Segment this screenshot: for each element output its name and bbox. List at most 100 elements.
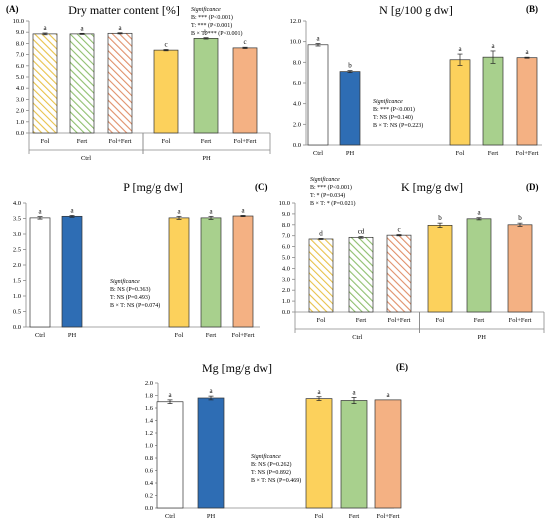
significance-box: Significance B: *** (P<0.001) T: NS (P=0…: [373, 98, 423, 129]
y-tick-label: 0.6: [145, 468, 154, 475]
panel-b: (B) N [g/100 g dw] 0.0 2.0 4.0 6.0 8.0 10.0 12…: [290, 3, 542, 157]
y-tick-label: 8.0: [282, 222, 290, 229]
bar: [348, 236, 374, 313]
significance-title: Significance: [373, 98, 403, 105]
y-tick-label: 5.0: [16, 74, 24, 81]
y-tick-label: 4.0: [16, 85, 24, 92]
significance-letter: b: [204, 29, 208, 37]
y-tick-label: 0.0: [293, 142, 301, 149]
y-tick-label: 1.8: [145, 393, 153, 400]
x-tick-label: Fol: [456, 150, 465, 157]
y-tick-label: 0.8: [145, 455, 153, 462]
y-tick-label: 0.5: [13, 309, 21, 316]
y-tick-label: 1.5: [13, 278, 21, 285]
panel-label: (E): [396, 362, 408, 372]
chart-title: P [mg/g dw]: [123, 180, 183, 194]
chart-title: N [g/100 g dw]: [379, 3, 453, 17]
plot-area: 0.0 0.5 1.0 1.5 2.0 2.5 3.0 3.5 4.0 a Ctrl a PH a Fol a…: [13, 200, 260, 339]
significance-line-b: B: NS (P=0.363): [110, 286, 151, 293]
bar: [386, 234, 412, 313]
x-tick-label: Fol+Fert: [377, 513, 400, 520]
chart-title: K [mg/g dw]: [401, 180, 463, 194]
x-tick-label: Fol+Fert: [234, 138, 257, 145]
significance-line-b: B: *** (P<0.001): [373, 106, 415, 113]
significance-letter: c: [397, 226, 400, 234]
x-tick-label: Fol: [315, 513, 324, 520]
significance-box: Significance B: *** (P<0.001) T: *** (P<…: [191, 6, 243, 37]
significance-letter: a: [43, 24, 47, 32]
y-tick-label: 1.0: [282, 298, 290, 305]
x-tick-label: Fert: [201, 138, 212, 145]
y-tick-label: 0.2: [145, 493, 153, 500]
y-tick-label: 4.0: [293, 101, 301, 108]
significance-title: Significance: [310, 176, 340, 183]
significance-box: Significance B: NS (P=0.363) T: NS (P=0.…: [110, 278, 160, 309]
panel-a: (A) Dry matter content [%] 0.0 1.0 2.0 3.0 4…: [6, 3, 271, 162]
x-tick-label: Fert: [356, 317, 367, 324]
bar: [305, 398, 333, 509]
panel-label: (A): [6, 4, 19, 14]
significance-line-t: T: *** (P<0.001): [191, 22, 232, 29]
y-tick-label: 3.5: [13, 216, 21, 223]
group-label: PH: [202, 155, 211, 162]
significance-line-t: T: NS (P=0.493): [110, 294, 150, 301]
significance-title: Significance: [191, 6, 221, 13]
y-tick-label: 3.0: [16, 96, 24, 103]
y-tick-label: 9.0: [282, 211, 290, 218]
significance-title: Significance: [110, 278, 140, 285]
bar: [482, 56, 504, 146]
significance-line-t: T: NS (P=0.892): [251, 469, 291, 476]
significance-letter: a: [316, 35, 320, 43]
bar: [307, 44, 329, 146]
bar: [339, 71, 361, 146]
y-tick-label: 4.0: [13, 200, 21, 207]
y-tick-label: 0.0: [16, 130, 24, 137]
bar: [449, 59, 471, 146]
y-tick-label: 8.0: [16, 40, 24, 47]
significance-letter: a: [209, 387, 213, 395]
significance-title: Significance: [251, 453, 281, 460]
x-tick-label: Fol: [162, 138, 171, 145]
x-tick-label: Ctrl: [313, 150, 323, 157]
significance-letter: a: [38, 208, 42, 216]
significance-letter: d: [319, 229, 323, 237]
x-tick-label: Fol+Fert: [388, 317, 411, 324]
x-tick-label: PH: [68, 332, 77, 339]
chart-title: Mg [mg/g dw]: [202, 361, 272, 375]
y-tick-label: 9.0: [16, 29, 24, 36]
panel-e: (E) Mg [mg/g dw] 0.0 0.2 0.4 0.6 0.8 1.0 1.2 1.…: [145, 361, 408, 520]
y-tick-label: 7.0: [16, 52, 24, 59]
bar: [193, 38, 219, 134]
bar: [168, 217, 190, 328]
significance-line-bt: B × T: NS (P=0.469): [251, 477, 301, 484]
bar: [153, 49, 179, 134]
x-tick-label: Fert: [488, 150, 499, 157]
panel-label: (B): [526, 4, 538, 14]
x-tick-label: Fol: [317, 317, 326, 324]
x-tick-label: Fol: [41, 138, 50, 145]
significance-letter: a: [177, 207, 181, 215]
y-tick-label: 12.0: [290, 18, 301, 25]
y-tick-label: 1.6: [145, 405, 154, 412]
plot-area: 0.0 2.0 4.0 6.0 8.0 10.0 12.0 a Ctrl b PH a Fol a Fert…: [290, 18, 542, 157]
significance-letter: b: [518, 214, 522, 222]
bar: [232, 47, 258, 134]
y-tick-label: 5.0: [282, 255, 290, 262]
y-tick-label: 2.0: [282, 287, 290, 294]
x-tick-label: Fert: [206, 332, 217, 339]
y-tick-label: 3.0: [282, 276, 290, 283]
significance-line-bt: B × T: * (P=0.021): [310, 200, 356, 207]
bar: [107, 32, 133, 134]
x-tick-label: PH: [346, 150, 355, 157]
significance-line-b: B: NS (P=0.262): [251, 461, 292, 468]
x-tick-label: Ctrl: [35, 332, 45, 339]
significance-letter: a: [317, 388, 321, 396]
significance-letter: a: [70, 206, 74, 214]
x-tick-label: Fol+Fert: [232, 332, 255, 339]
significance-letter: a: [168, 391, 172, 399]
y-tick-label: 6.0: [282, 244, 290, 251]
x-tick-label: Fol+Fert: [509, 317, 532, 324]
y-tick-label: 2.0: [145, 380, 153, 387]
significance-letter: a: [80, 24, 84, 32]
bar: [69, 33, 95, 134]
